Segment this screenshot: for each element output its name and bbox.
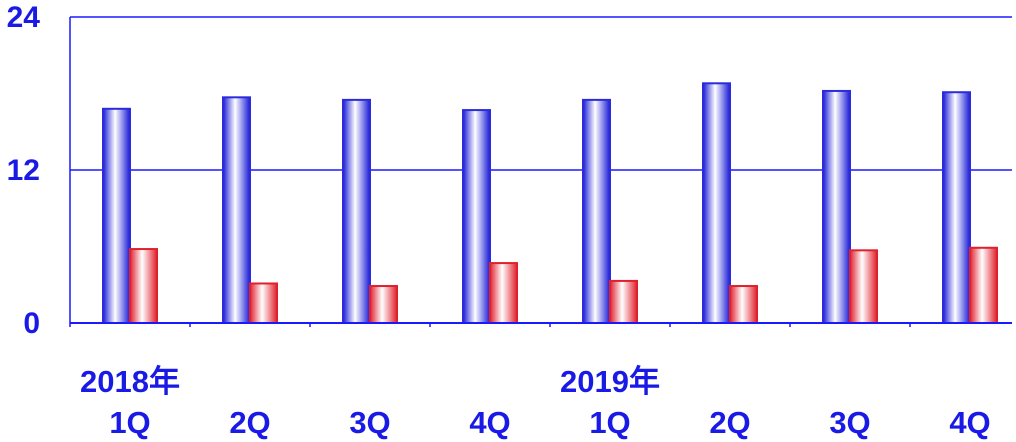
x-category-label: 2Q: [709, 405, 750, 440]
bars: [102, 82, 998, 325]
axes: [69, 17, 1012, 327]
year-group-label: 2018年: [80, 364, 180, 399]
bar-series-1: [942, 91, 971, 324]
year-group-label: 2019年: [560, 364, 660, 399]
bar-series-2: [249, 282, 278, 325]
grid-lines: [70, 16, 1012, 171]
bar-series-1: [222, 96, 251, 324]
bar-series-2: [849, 249, 878, 324]
bar-series-2: [129, 248, 158, 324]
bar-series-1: [702, 82, 731, 324]
bar-series-2: [969, 246, 998, 324]
y-tick-label: 12: [7, 154, 40, 187]
bar-series-1: [102, 107, 131, 324]
axis-labels: 0 12 24 2018年 2019年 1Q 2Q 3Q 4Q 1Q 2Q 3Q 4Q: [7, 1, 991, 440]
x-category-label: 3Q: [349, 405, 390, 440]
y-tick-label: 0: [23, 307, 40, 340]
bar-series-1: [462, 109, 491, 324]
x-category-label: 4Q: [949, 405, 990, 440]
bar-series-2: [489, 262, 518, 325]
bar-series-2: [609, 279, 638, 324]
x-category-label: 3Q: [829, 405, 870, 440]
x-category-label: 2Q: [229, 405, 270, 440]
x-category-label: 1Q: [589, 405, 630, 440]
bar-series-2: [729, 285, 758, 324]
bar-series-1: [582, 98, 611, 324]
bar-series-2: [369, 285, 398, 324]
bar-series-1: [822, 89, 851, 324]
x-category-label: 1Q: [109, 405, 150, 440]
x-category-label: 4Q: [469, 405, 510, 440]
bar-series-1: [342, 98, 371, 324]
y-tick-label: 24: [7, 1, 41, 34]
